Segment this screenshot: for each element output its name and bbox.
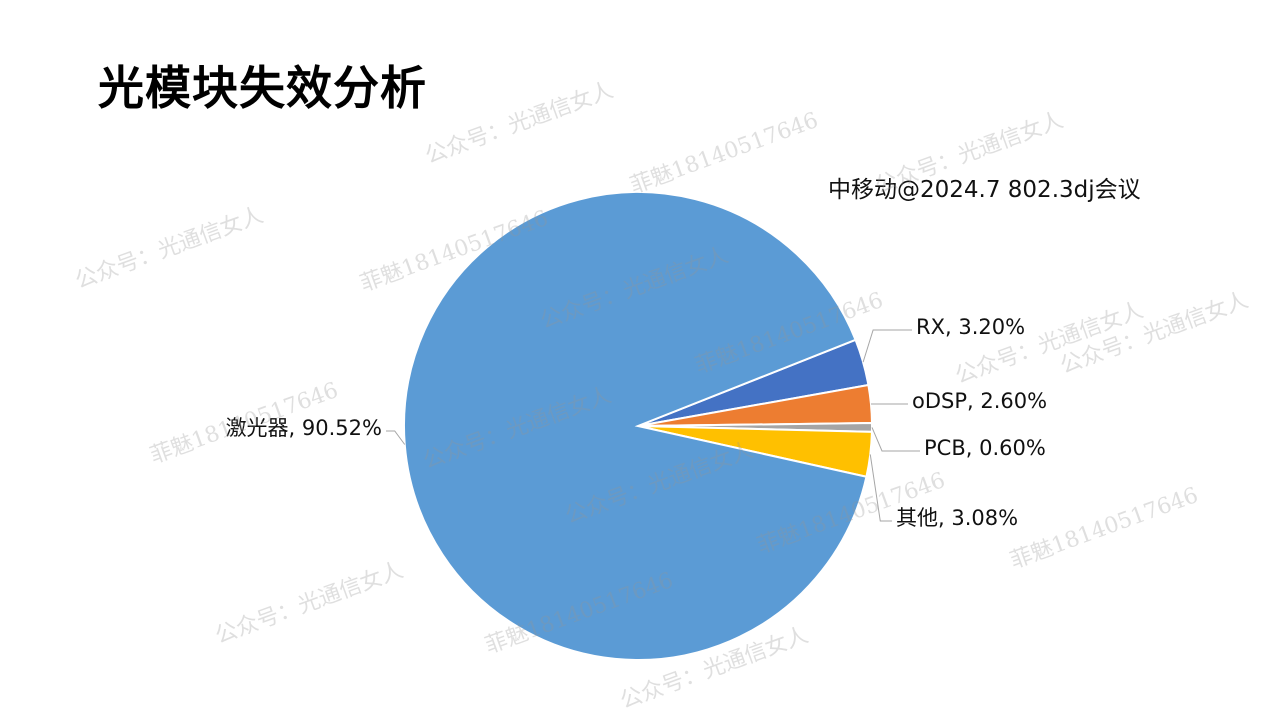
slice-label-1: RX, 3.20% bbox=[916, 315, 1025, 339]
leader-line-1 bbox=[862, 329, 912, 363]
source-note: 中移动@2024.7 802.3dj会议 bbox=[828, 177, 1141, 203]
slice-label-2: oDSP, 2.60% bbox=[912, 389, 1047, 413]
slice-label-4: 其他, 3.08% bbox=[896, 506, 1018, 530]
slice-label-5: 激光器, 90.52% bbox=[226, 416, 382, 440]
slice-label-3: PCB, 0.60% bbox=[924, 436, 1046, 460]
leader-line-5 bbox=[386, 430, 406, 445]
pie-slice-5 bbox=[403, 190, 868, 661]
pie-slices bbox=[403, 190, 873, 661]
leader-lines bbox=[386, 329, 920, 522]
data-labels: RX, 3.20% oDSP, 2.60% PCB, 0.60% 其他, 3.08% 激… bbox=[226, 315, 1048, 530]
page-title: 光模块失效分析 bbox=[98, 61, 427, 115]
leader-line-4 bbox=[869, 454, 892, 522]
leader-line-3 bbox=[871, 427, 920, 452]
